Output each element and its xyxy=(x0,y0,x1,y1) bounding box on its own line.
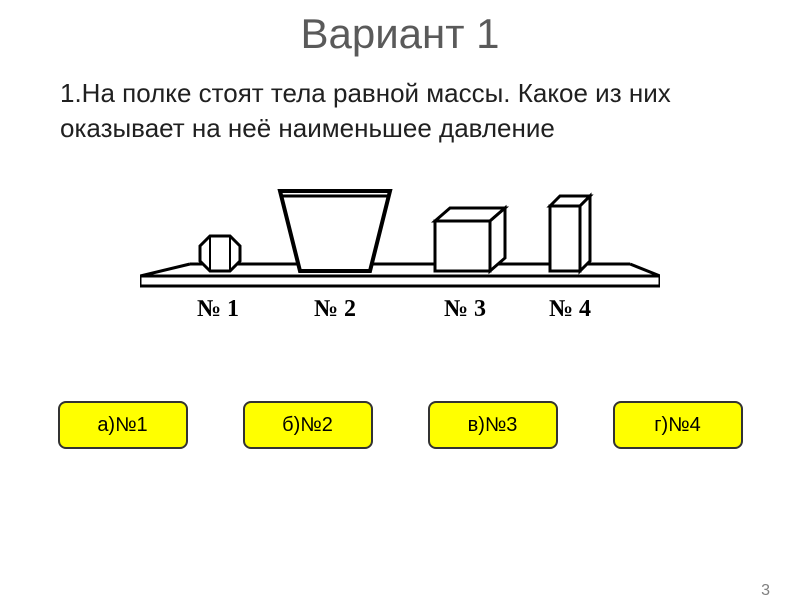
page-number: 3 xyxy=(761,582,770,600)
answers-row: а)№1 б)№2 в)№3 г)№4 xyxy=(30,401,770,449)
answer-d-label: г)№4 xyxy=(654,414,701,437)
answer-b[interactable]: б)№2 xyxy=(243,401,373,449)
body-2 xyxy=(280,191,390,271)
answer-d[interactable]: г)№4 xyxy=(613,401,743,449)
diagram-label-2: № 2 xyxy=(314,296,356,322)
body-3 xyxy=(435,208,505,271)
shelf-diagram: № 1 № 2 № 3 № 4 xyxy=(140,166,660,326)
answer-c-label: в)№3 xyxy=(468,414,518,437)
question-text: 1.На полке стоят тела равной массы. Како… xyxy=(60,76,740,146)
answer-b-label: б)№2 xyxy=(282,414,333,437)
page-title: Вариант 1 xyxy=(0,10,800,58)
diagram-label-3: № 3 xyxy=(444,296,486,322)
body-1 xyxy=(200,236,240,271)
answer-c[interactable]: в)№3 xyxy=(428,401,558,449)
diagram-label-4: № 4 xyxy=(549,296,591,322)
diagram-container: № 1 № 2 № 3 № 4 xyxy=(140,166,660,331)
body-4 xyxy=(550,196,590,271)
diagram-label-1: № 1 xyxy=(197,296,239,322)
answer-a-label: а)№1 xyxy=(97,414,147,437)
answer-a[interactable]: а)№1 xyxy=(58,401,188,449)
